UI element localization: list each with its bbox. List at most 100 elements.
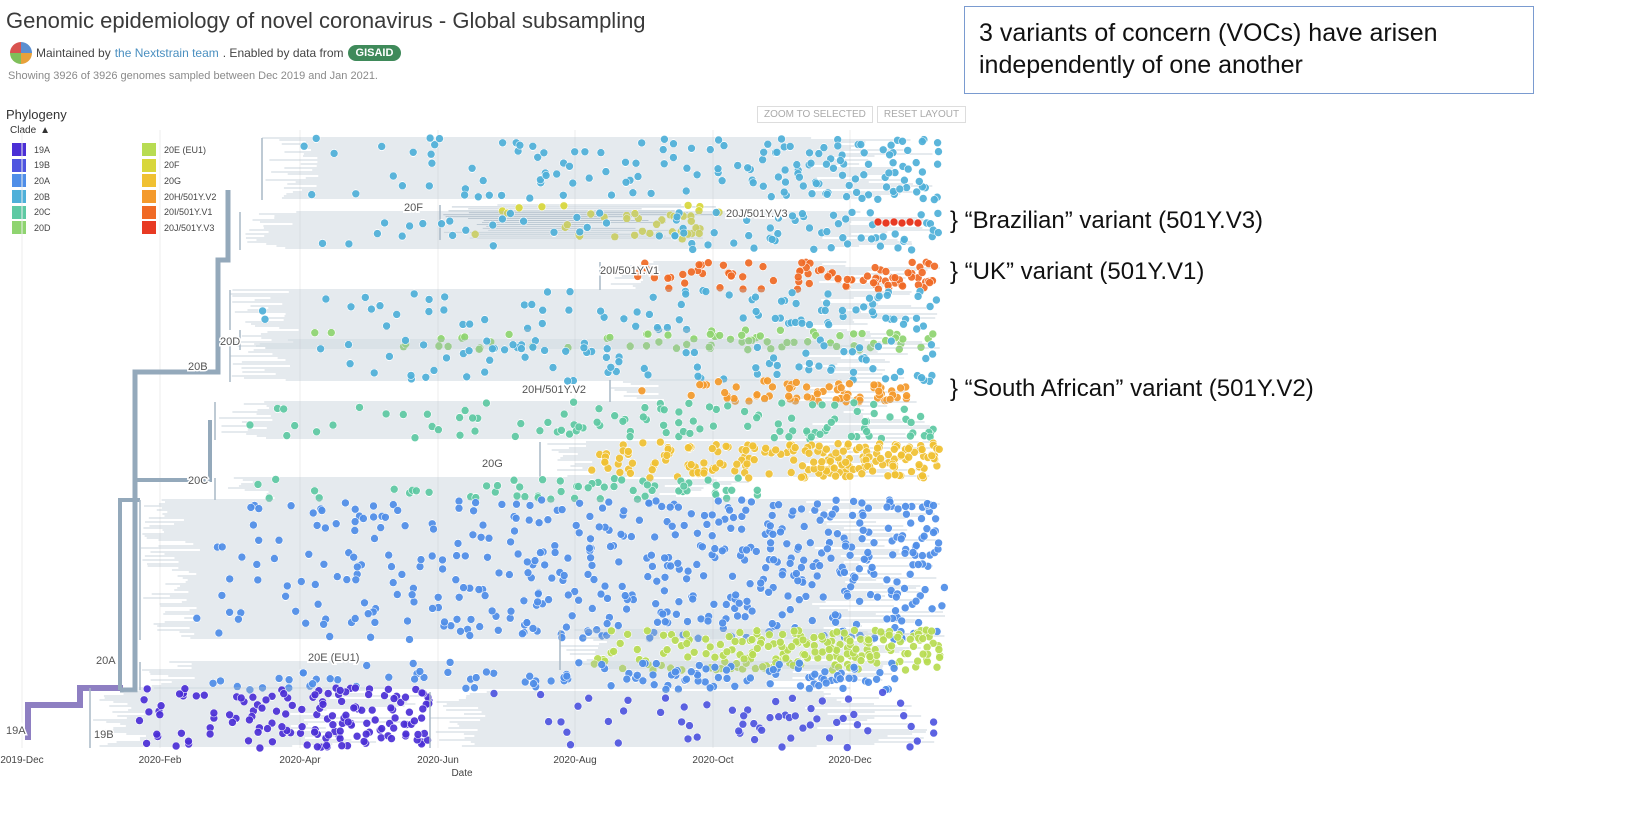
tip-node bbox=[756, 284, 766, 294]
tip-node bbox=[929, 717, 938, 727]
tip-node bbox=[409, 289, 419, 299]
tip-node bbox=[359, 737, 369, 746]
tip-node bbox=[834, 219, 843, 228]
tip-node bbox=[252, 560, 262, 569]
tip-node bbox=[930, 261, 939, 271]
tip-node bbox=[895, 184, 905, 194]
tip-node bbox=[392, 310, 402, 319]
tip-node bbox=[465, 631, 475, 640]
tip-node bbox=[575, 227, 585, 237]
tip-node bbox=[676, 300, 686, 309]
tip-node bbox=[904, 452, 914, 462]
tip-node bbox=[845, 379, 854, 389]
gisaid-logo[interactable]: GISAID bbox=[347, 45, 402, 61]
tip-node bbox=[863, 726, 873, 736]
tip-node bbox=[465, 319, 475, 329]
clade-legend-toggle[interactable]: Clade ▲ bbox=[10, 125, 50, 136]
tip-node bbox=[802, 392, 812, 402]
tip-node bbox=[843, 275, 852, 284]
tip-node bbox=[236, 693, 246, 703]
tip-node bbox=[659, 159, 669, 169]
tip-node bbox=[633, 494, 642, 504]
tip-node bbox=[313, 742, 322, 752]
tip-node bbox=[216, 676, 225, 686]
nextstrain-team-link[interactable]: the Nextstrain team bbox=[114, 46, 219, 60]
tip-node bbox=[819, 341, 829, 351]
tip-node bbox=[681, 186, 691, 196]
tip-node bbox=[807, 189, 817, 198]
tip-node bbox=[448, 231, 457, 240]
tip-node bbox=[855, 343, 864, 353]
tip-node bbox=[911, 158, 921, 167]
tip-node bbox=[835, 331, 845, 341]
tip-node bbox=[853, 720, 862, 730]
tip-node bbox=[650, 532, 660, 542]
tip-node bbox=[882, 290, 892, 300]
brazilian-variant-annotation: } “Brazilian” variant (501Y.V3) bbox=[950, 207, 1264, 234]
legend-item[interactable]: 20I/501Y.V1 bbox=[142, 204, 272, 220]
tip-node bbox=[400, 521, 410, 531]
tip-node bbox=[735, 628, 745, 637]
tip-node bbox=[522, 618, 532, 627]
tip-node bbox=[805, 720, 815, 730]
tip-node bbox=[869, 400, 879, 409]
tip-node bbox=[812, 571, 822, 581]
tip-node bbox=[474, 344, 484, 354]
tip-node bbox=[313, 599, 323, 609]
tip-node bbox=[660, 617, 670, 627]
tip-node bbox=[570, 147, 580, 157]
tip-node bbox=[559, 571, 569, 580]
tip-node bbox=[373, 229, 382, 238]
legend-item[interactable]: 20H/501Y.V2 bbox=[142, 189, 272, 205]
legend-item[interactable]: 20F bbox=[142, 158, 272, 174]
zoom-to-selected-button[interactable]: ZOOM TO SELECTED bbox=[757, 106, 873, 123]
tip-node bbox=[787, 642, 796, 651]
tip-node bbox=[792, 569, 801, 578]
tip-node bbox=[793, 576, 803, 586]
tip-node bbox=[831, 617, 840, 627]
tip-node bbox=[689, 647, 699, 657]
legend-item[interactable]: 20E (EU1) bbox=[142, 142, 272, 158]
clade-label-halo: 19A bbox=[6, 725, 26, 737]
tip-node bbox=[264, 493, 274, 503]
tip-node bbox=[520, 352, 530, 362]
tip-node bbox=[918, 634, 928, 643]
tip-node bbox=[789, 455, 799, 465]
reset-layout-button[interactable]: RESET LAYOUT bbox=[876, 106, 967, 123]
legend-label: 19A bbox=[34, 144, 51, 155]
tip-node bbox=[349, 552, 359, 562]
tip-node bbox=[804, 684, 814, 693]
tip-node bbox=[662, 645, 672, 655]
tip-node bbox=[896, 698, 905, 708]
legend-item[interactable]: 20J/501Y.V3 bbox=[142, 220, 272, 236]
tip-node bbox=[824, 320, 834, 329]
tip-node bbox=[782, 338, 792, 347]
tip-node bbox=[733, 611, 742, 621]
tip-node bbox=[826, 553, 836, 563]
tip-node bbox=[747, 635, 757, 644]
tip-node bbox=[789, 626, 799, 636]
tip-node bbox=[917, 445, 927, 454]
tip-node bbox=[842, 743, 852, 752]
tip-node bbox=[758, 181, 768, 191]
tip-node bbox=[699, 571, 708, 581]
tip-node bbox=[331, 519, 341, 529]
tip-node bbox=[387, 562, 396, 571]
tip-node bbox=[598, 503, 607, 513]
tip-node bbox=[543, 287, 552, 297]
tip-node bbox=[543, 418, 553, 427]
legend-item[interactable]: 20G bbox=[142, 173, 272, 189]
tip-node bbox=[547, 573, 557, 583]
tip-node bbox=[674, 597, 684, 607]
tip-node bbox=[881, 313, 891, 323]
tip-node bbox=[642, 626, 652, 636]
tip-node bbox=[765, 713, 775, 722]
tip-node bbox=[585, 543, 594, 553]
tip-node bbox=[729, 238, 739, 248]
legend-swatch bbox=[142, 143, 156, 157]
tip-node bbox=[787, 288, 797, 298]
tip-node bbox=[615, 453, 624, 463]
tip-node bbox=[786, 468, 796, 477]
tip-node bbox=[617, 475, 627, 485]
tip-node bbox=[419, 673, 429, 682]
